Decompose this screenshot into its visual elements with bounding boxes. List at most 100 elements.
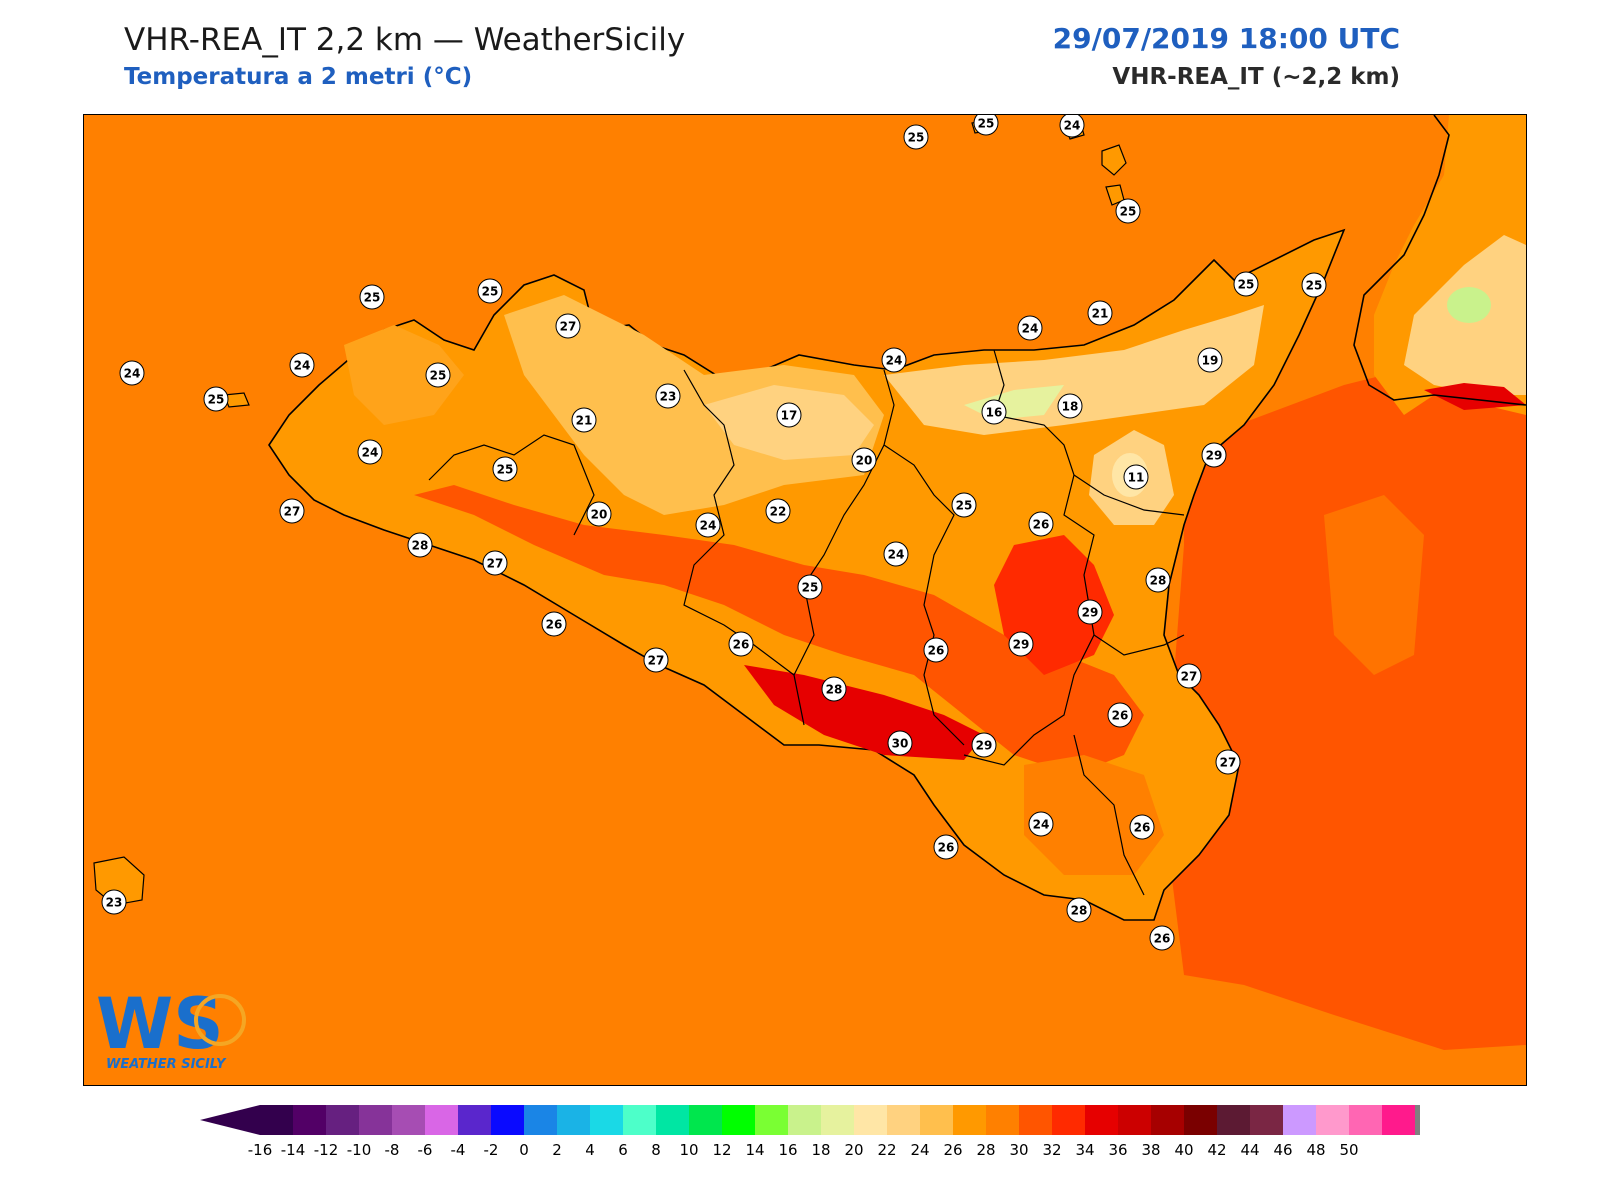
colorbar-swatch — [854, 1105, 887, 1135]
station-marker[interactable]: 27 — [482, 550, 508, 576]
colorbar-swatch — [1415, 1105, 1448, 1135]
station-marker[interactable]: 25 — [973, 115, 999, 136]
station-marker[interactable]: 11 — [1123, 464, 1149, 490]
station-marker-circle — [821, 676, 847, 702]
colorbar-tick-label: 50 — [1339, 1141, 1358, 1159]
station-marker-circle — [981, 399, 1007, 425]
station-value: 27 — [648, 654, 665, 668]
colorbar-swatch — [1151, 1105, 1184, 1135]
colorbar-swatch — [359, 1105, 392, 1135]
colorbar-swatch — [887, 1105, 920, 1135]
station-marker[interactable]: 17 — [776, 402, 802, 428]
station-marker-circle — [1201, 442, 1227, 468]
station-marker-circle — [971, 732, 997, 758]
station-marker[interactable]: 24 — [289, 352, 315, 378]
station-value: 27 — [1220, 756, 1237, 770]
station-marker[interactable]: 24 — [357, 439, 383, 465]
station-marker[interactable]: 24 — [695, 512, 721, 538]
station-value: 16 — [986, 406, 1003, 420]
station-marker[interactable]: 25 — [797, 574, 823, 600]
station-marker[interactable]: 29 — [1008, 631, 1034, 657]
station-marker[interactable]: 26 — [728, 631, 754, 657]
station-marker[interactable]: 27 — [1176, 663, 1202, 689]
station-marker[interactable]: 24 — [881, 347, 907, 373]
station-marker[interactable]: 25 — [1301, 272, 1327, 298]
model-label: VHR-REA_IT (~2,2 km) — [1112, 64, 1400, 90]
station-marker[interactable]: 27 — [279, 498, 305, 524]
colorbar-tick-label: 38 — [1141, 1141, 1160, 1159]
colorbar-tick-label: 46 — [1273, 1141, 1292, 1159]
station-marker[interactable]: 24 — [1017, 315, 1043, 341]
station-marker[interactable]: 25 — [903, 124, 929, 150]
station-value: 25 — [1120, 205, 1137, 219]
colorbar-tick-label: -16 — [248, 1141, 273, 1159]
colorbar-tick-label: 10 — [679, 1141, 698, 1159]
station-marker[interactable]: 25 — [477, 278, 503, 304]
station-marker[interactable]: 26 — [1107, 702, 1133, 728]
colorbar-swatch — [1052, 1105, 1085, 1135]
station-marker-circle — [101, 889, 127, 915]
station-marker[interactable]: 28 — [821, 676, 847, 702]
southeast-warm — [1024, 755, 1164, 875]
station-marker[interactable]: 27 — [643, 647, 669, 673]
station-marker[interactable]: 29 — [971, 732, 997, 758]
station-marker[interactable]: 21 — [1087, 300, 1113, 326]
station-marker[interactable]: 28 — [1066, 897, 1092, 923]
station-value: 26 — [1134, 821, 1151, 835]
station-marker-circle — [541, 611, 567, 637]
station-marker[interactable]: 26 — [923, 637, 949, 663]
colorbar-swatch — [1184, 1105, 1217, 1135]
station-marker[interactable]: 20 — [851, 447, 877, 473]
station-marker[interactable]: 26 — [1129, 814, 1155, 840]
station-marker[interactable]: 25 — [951, 492, 977, 518]
colorbar-swatch — [1217, 1105, 1250, 1135]
colorbar-swatch — [623, 1105, 656, 1135]
station-marker[interactable]: 30 — [887, 730, 913, 756]
station-marker[interactable]: 28 — [1145, 567, 1171, 593]
station-marker-circle — [425, 362, 451, 388]
colorbar-tick-label: 2 — [552, 1141, 562, 1159]
station-marker[interactable]: 21 — [571, 407, 597, 433]
station-marker[interactable]: 18 — [1057, 393, 1083, 419]
station-marker[interactable]: 25 — [1115, 198, 1141, 224]
colorbar-tick-label: -2 — [484, 1141, 499, 1159]
station-marker[interactable]: 24 — [1028, 811, 1054, 837]
colorbar-swatch — [1349, 1105, 1382, 1135]
station-marker[interactable]: 23 — [101, 889, 127, 915]
temperature-map: 25 25 24 25 25 25 27 25 24 24 25 25 23 21 17 24 24 21 19 16… — [83, 114, 1527, 1086]
station-marker[interactable]: 24 — [1059, 115, 1085, 138]
station-marker[interactable]: 29 — [1201, 442, 1227, 468]
station-marker[interactable]: 27 — [555, 313, 581, 339]
station-marker[interactable]: 24 — [883, 541, 909, 567]
station-value: 22 — [770, 505, 787, 519]
station-marker[interactable]: 24 — [119, 360, 145, 386]
station-marker[interactable]: 29 — [1077, 599, 1103, 625]
station-marker[interactable]: 23 — [655, 383, 681, 409]
station-marker[interactable]: 25 — [425, 362, 451, 388]
station-marker-circle — [881, 347, 907, 373]
station-marker[interactable]: 26 — [541, 611, 567, 637]
colorbar-tick-label: -10 — [347, 1141, 372, 1159]
station-marker[interactable]: 19 — [1197, 347, 1223, 373]
station-value: 25 — [208, 393, 225, 407]
station-marker[interactable]: 27 — [1215, 749, 1241, 775]
station-marker[interactable]: 25 — [1233, 271, 1259, 297]
station-marker[interactable]: 26 — [1028, 511, 1054, 537]
station-marker-circle — [1087, 300, 1113, 326]
station-marker[interactable]: 16 — [981, 399, 1007, 425]
station-value: 26 — [938, 841, 955, 855]
station-marker[interactable]: 28 — [407, 532, 433, 558]
station-marker[interactable]: 20 — [586, 501, 612, 527]
station-marker[interactable]: 25 — [203, 386, 229, 412]
colorbar-tick-label: -8 — [385, 1141, 400, 1159]
station-marker-circle — [933, 834, 959, 860]
colorbar-swatch — [590, 1105, 623, 1135]
colorbar-swatch — [722, 1105, 755, 1135]
station-marker[interactable]: 25 — [359, 284, 385, 310]
station-value: 26 — [928, 644, 945, 658]
station-marker-circle — [728, 631, 754, 657]
station-marker[interactable]: 22 — [765, 498, 791, 524]
station-marker[interactable]: 25 — [492, 456, 518, 482]
station-marker[interactable]: 26 — [933, 834, 959, 860]
station-marker[interactable]: 26 — [1149, 925, 1175, 951]
